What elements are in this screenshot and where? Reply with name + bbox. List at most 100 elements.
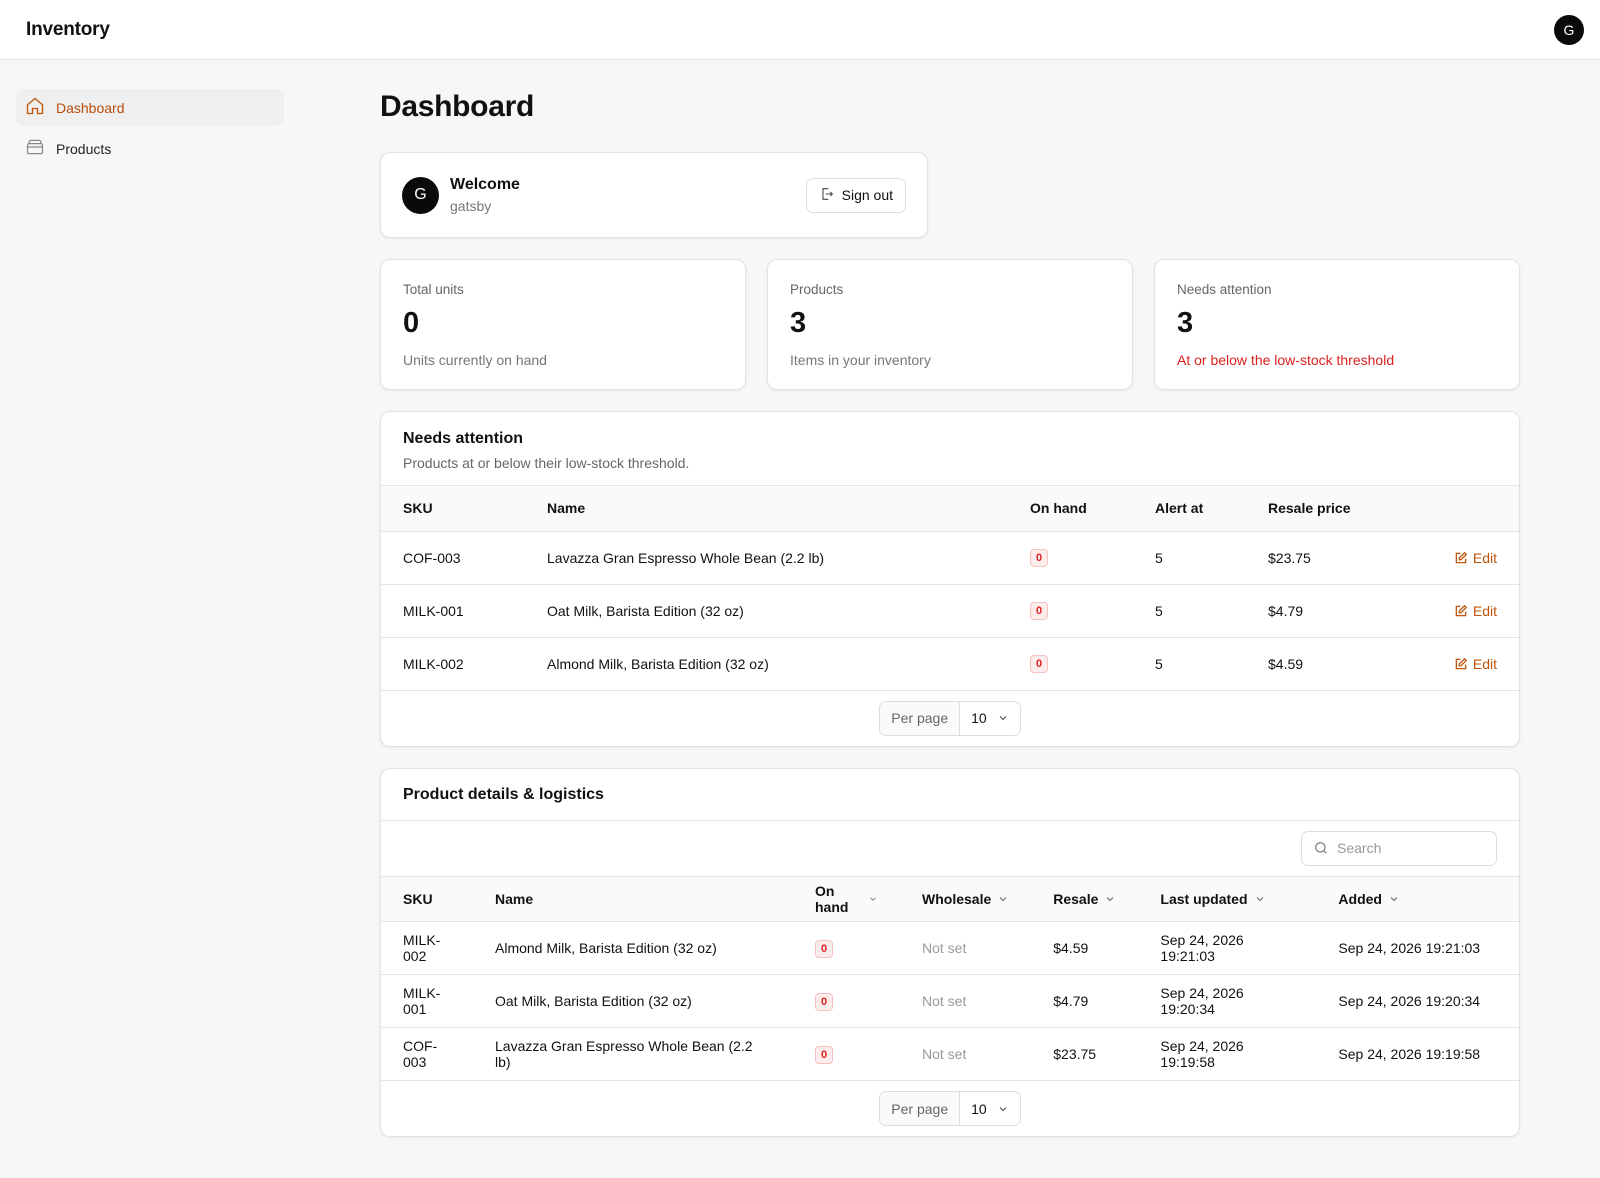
- sort-wholesale[interactable]: Wholesale: [900, 876, 1032, 922]
- resale-cell: $4.79: [1031, 974, 1139, 1028]
- per-page-label: Per page: [880, 701, 961, 735]
- section-description: Products at or below their low-stock thr…: [403, 455, 690, 471]
- on-hand-badge: 0: [1030, 549, 1049, 567]
- on-hand-badge: 0: [815, 992, 834, 1011]
- stat-card-products: Products 3 Items in your inventory: [767, 259, 1133, 390]
- top-bar: Inventory G: [0, 0, 1600, 60]
- per-page-label: Per page: [880, 1092, 961, 1125]
- main-content: Dashboard G Welcome gatsby Sign out Tota…: [380, 60, 1520, 1158]
- sort-on-hand[interactable]: On hand: [793, 876, 900, 922]
- table-row: MILK-002 Almond Milk, Barista Edition (3…: [381, 637, 1519, 691]
- welcome-username: gatsby: [450, 198, 492, 214]
- sort-resale[interactable]: Resale: [1031, 876, 1139, 922]
- table-row[interactable]: MILK-002 Almond Milk, Barista Edition (3…: [381, 921, 1519, 975]
- on-hand-badge: 0: [1030, 655, 1049, 673]
- on-hand-badge: 0: [1030, 602, 1049, 620]
- alert-at-cell: 5: [1133, 531, 1246, 585]
- edit-icon: [1455, 551, 1468, 563]
- needs-attention-section: Needs attention Products at or below the…: [380, 411, 1520, 747]
- column-header: Added: [1338, 890, 1382, 907]
- added-cell: Sep 24, 2026 19:21:03: [1316, 921, 1519, 975]
- name-cell: Oat Milk, Barista Edition (32 oz): [525, 584, 1008, 638]
- user-avatar[interactable]: G: [1554, 14, 1584, 45]
- stat-value: 3: [790, 307, 807, 339]
- sku-cell: COF-003: [381, 531, 525, 585]
- search-box[interactable]: [1301, 830, 1497, 866]
- chevron-down-icon: [1107, 896, 1114, 901]
- sku-cell: MILK-001: [381, 584, 525, 638]
- per-page-select[interactable]: Per page 10: [879, 700, 1021, 736]
- added-cell: Sep 24, 2026 19:19:58: [1316, 1027, 1519, 1081]
- resale-cell: $4.59: [1246, 637, 1386, 691]
- sidebar-item-label: Dashboard: [56, 99, 125, 116]
- chevron-down-icon: [870, 897, 876, 901]
- name-cell: Oat Milk, Barista Edition (32 oz): [473, 974, 793, 1028]
- edit-button[interactable]: Edit: [1454, 603, 1497, 619]
- sku-cell: MILK-002: [381, 637, 525, 691]
- stat-label: Total units: [403, 282, 464, 297]
- sidebar-item-dashboard[interactable]: Dashboard: [16, 89, 284, 126]
- sort-last-updated[interactable]: Last updated: [1138, 876, 1317, 922]
- sidebar-item-products[interactable]: Products: [16, 130, 284, 167]
- chevron-down-icon: [1390, 896, 1398, 901]
- column-header: Resale price: [1246, 486, 1386, 532]
- column-header: Alert at: [1133, 486, 1246, 532]
- column-header: On hand: [815, 882, 849, 915]
- stat-label: Products: [790, 282, 844, 297]
- sku-cell: MILK-002: [381, 921, 473, 975]
- needs-attention-table: SKU Name On hand Alert at Resale price C…: [381, 486, 1519, 691]
- section-title: Needs attention: [403, 430, 524, 447]
- stat-sub: Items in your inventory: [790, 352, 931, 368]
- resale-cell: $4.59: [1031, 921, 1139, 975]
- name-cell: Almond Milk, Barista Edition (32 oz): [525, 637, 1008, 691]
- per-page-select[interactable]: Per page 10: [879, 1091, 1021, 1126]
- edit-label: Edit: [1472, 602, 1497, 619]
- last-updated-cell: Sep 24, 2026 19:19:58: [1138, 1027, 1317, 1081]
- chevron-down-icon: [999, 896, 1007, 901]
- edit-icon: [1455, 604, 1468, 616]
- wholesale-cell: Not set: [900, 1027, 1032, 1081]
- edit-icon: [1455, 657, 1468, 669]
- sidebar-item-label: Products: [56, 140, 112, 157]
- column-header: Resale: [1053, 890, 1099, 907]
- on-hand-badge: 0: [815, 1045, 834, 1064]
- name-cell: Almond Milk, Barista Edition (32 oz): [473, 921, 793, 975]
- stat-label: Needs attention: [1177, 282, 1272, 297]
- column-header: Name: [525, 486, 1008, 532]
- table-row[interactable]: COF-003 Lavazza Gran Espresso Whole Bean…: [381, 1027, 1519, 1081]
- box-icon: [25, 137, 45, 160]
- last-updated-cell: Sep 24, 2026 19:20:34: [1138, 974, 1317, 1028]
- edit-button[interactable]: Edit: [1454, 656, 1497, 672]
- name-cell: Lavazza Gran Espresso Whole Bean (2.2 lb…: [473, 1027, 793, 1081]
- chevron-down-icon: [999, 716, 1007, 721]
- sign-out-icon: [819, 186, 835, 205]
- sku-cell: MILK-001: [381, 974, 473, 1028]
- last-updated-cell: Sep 24, 2026 19:21:03: [1138, 921, 1317, 975]
- welcome-card: G Welcome gatsby Sign out: [380, 152, 928, 238]
- welcome-title: Welcome: [450, 176, 520, 193]
- chevron-down-icon: [1256, 896, 1263, 901]
- stat-card-total-units: Total units 0 Units currently on hand: [380, 259, 746, 390]
- column-header: On hand: [1008, 486, 1133, 532]
- alert-at-cell: 5: [1133, 637, 1246, 691]
- edit-button[interactable]: Edit: [1454, 550, 1497, 566]
- resale-cell: $23.75: [1031, 1027, 1139, 1081]
- edit-label: Edit: [1472, 655, 1497, 672]
- edit-label: Edit: [1472, 549, 1497, 566]
- stat-card-needs-attention: Needs attention 3 At or below the low-st…: [1154, 259, 1520, 390]
- table-row[interactable]: MILK-001 Oat Milk, Barista Edition (32 o…: [381, 974, 1519, 1028]
- app-title: Inventory: [26, 18, 110, 40]
- per-page-value: 10: [971, 1100, 987, 1117]
- chevron-down-icon: [999, 1106, 1007, 1111]
- sort-added[interactable]: Added: [1316, 876, 1519, 922]
- product-details-section: Product details & logistics SKU Name On …: [380, 767, 1520, 1137]
- wholesale-cell: Not set: [900, 921, 1032, 975]
- search-input[interactable]: [1337, 840, 1487, 856]
- stat-value: 0: [403, 307, 420, 339]
- section-title: Product details & logistics: [403, 785, 604, 803]
- sign-out-button[interactable]: Sign out: [805, 177, 906, 213]
- added-cell: Sep 24, 2026 19:20:34: [1316, 974, 1519, 1028]
- column-header: Last updated: [1160, 890, 1248, 907]
- page-title: Dashboard: [380, 90, 534, 123]
- alert-at-cell: 5: [1133, 584, 1246, 638]
